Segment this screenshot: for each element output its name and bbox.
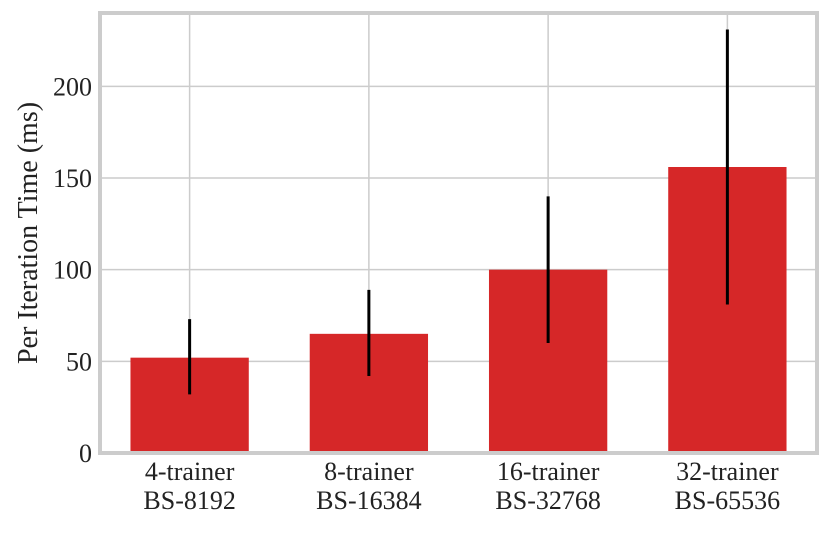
x-tick-label: BS-65536 [675,486,780,515]
plot-frame [98,11,819,455]
y-axis-label: Per Iteration Time (ms) [13,102,44,364]
y-tick-label: 150 [53,164,92,193]
bar-layer [130,167,787,453]
x-tick-label: 8-trainer [324,457,414,486]
y-tick-label: 0 [79,439,92,468]
y-tick-labels: 0 50 100 150 200 [53,72,92,468]
y-tick-label: 200 [53,72,92,101]
y-tick-label: 50 [66,347,92,376]
x-tick-label: BS-32768 [495,486,600,515]
x-tick-label: 32-trainer [676,457,779,486]
x-tick-label: 16-trainer [497,457,600,486]
y-tick-label: 100 [53,256,92,285]
x-tick-label: 4-trainer [145,457,235,486]
x-tick-label: BS-8192 [143,486,235,515]
errorbar-layer [188,29,729,395]
x-tick-label: BS-16384 [316,486,421,515]
